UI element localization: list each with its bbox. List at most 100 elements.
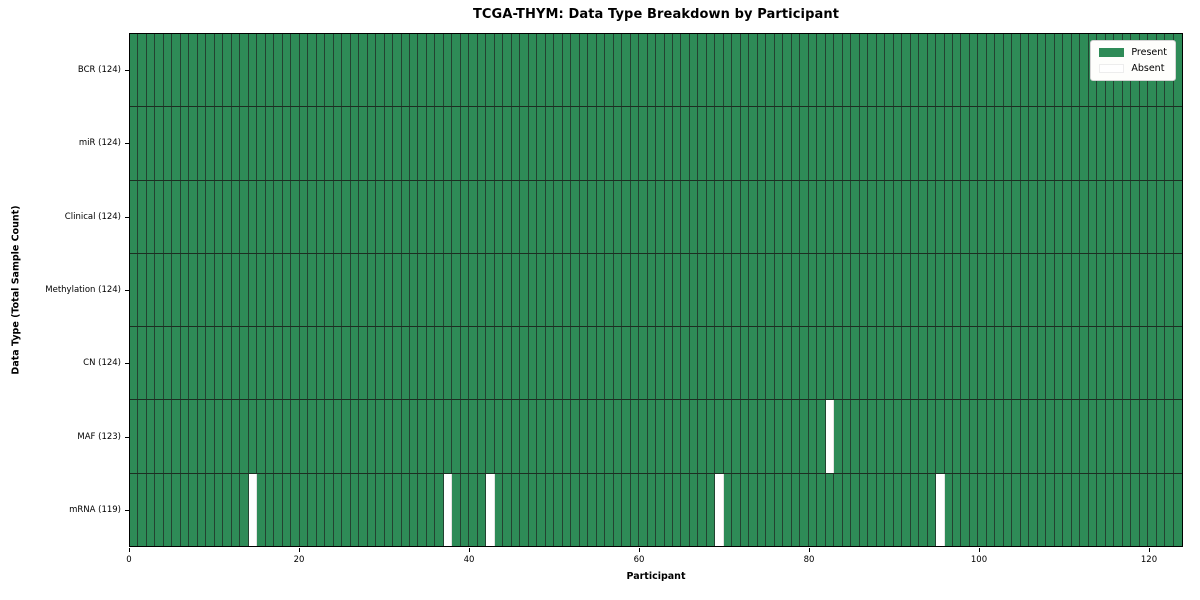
heatmap-cell-present <box>172 107 181 180</box>
heatmap-cell-present <box>571 180 580 253</box>
heatmap-cell-present <box>689 327 699 400</box>
heatmap-cell-present <box>978 180 987 253</box>
heatmap-cell-present <box>868 400 877 473</box>
x-tick-label: 60 <box>633 555 645 565</box>
heatmap-cell-present <box>418 473 427 546</box>
heatmap-cell-present <box>910 180 920 253</box>
heatmap-cell-present <box>1088 180 1098 253</box>
heatmap-cell-present <box>520 34 529 107</box>
heatmap-cell-present <box>435 180 444 253</box>
heatmap-cell-present <box>936 107 945 180</box>
heatmap-cell-present <box>791 180 801 253</box>
heatmap-cell-present <box>919 253 928 327</box>
heatmap-cell-present <box>944 107 953 180</box>
heatmap-cell-present <box>1114 400 1123 473</box>
heatmap-cell-present <box>1046 180 1055 253</box>
heatmap-cell-present <box>740 180 750 253</box>
heatmap-cell-present <box>494 34 504 107</box>
heatmap-cell-absent <box>248 473 258 546</box>
heatmap-cell-present <box>240 180 249 253</box>
heatmap-cell-present <box>1054 34 1064 107</box>
x-axis-label: Participant <box>626 571 686 582</box>
heatmap-cell-present <box>842 327 852 400</box>
heatmap-cell-present <box>1054 473 1064 546</box>
heatmap-cell-present <box>825 253 835 327</box>
heatmap-cell-present <box>180 400 190 473</box>
heatmap-cell-present <box>774 34 784 107</box>
heatmap-cell-present <box>986 180 996 253</box>
heatmap-cell-present <box>936 180 945 253</box>
heatmap-cell-present <box>978 253 987 327</box>
heatmap-cell-present <box>189 253 198 327</box>
heatmap-cell-present <box>715 400 724 473</box>
heatmap-cell-present <box>630 180 640 253</box>
heatmap-cell-present <box>155 34 164 107</box>
heatmap-cell-present <box>1071 253 1081 327</box>
heatmap-cell-present <box>834 180 843 253</box>
heatmap-cell-present <box>138 253 147 327</box>
heatmap-cell-present <box>902 34 911 107</box>
heatmap-cell-present <box>426 327 436 400</box>
heatmap-cell-present <box>130 180 139 253</box>
heatmap-cell-present <box>868 473 877 546</box>
heatmap-cell-present <box>766 180 775 253</box>
heatmap-cell-present <box>893 327 903 400</box>
heatmap-cell-present <box>571 400 580 473</box>
heatmap-cell-present <box>443 400 453 473</box>
heatmap-cell-present <box>1063 473 1072 546</box>
heatmap-row-bcr <box>130 34 1182 108</box>
heatmap-cell-present <box>214 107 224 180</box>
heatmap-cell-present <box>477 473 487 546</box>
heatmap-cell-present <box>223 327 232 400</box>
heatmap-cell-present <box>223 180 232 253</box>
y-tick-label: miR (124) <box>78 138 121 149</box>
heatmap-cell-present <box>308 473 317 546</box>
heatmap-cell-present <box>342 34 351 107</box>
heatmap-cell-absent <box>936 473 945 546</box>
legend-entry-absent: Absent <box>1099 63 1167 74</box>
heatmap-cell-present <box>732 327 741 400</box>
heatmap-cell-present <box>1173 253 1182 327</box>
heatmap-plot <box>129 33 1183 547</box>
heatmap-cell-present <box>1080 400 1089 473</box>
heatmap-cell-present <box>359 34 368 107</box>
heatmap-cell-present <box>723 327 733 400</box>
heatmap-cell-present <box>528 253 538 327</box>
heatmap-cell-present <box>503 253 512 327</box>
heatmap-cell-present <box>571 327 580 400</box>
heatmap-cell-present <box>1037 253 1047 327</box>
heatmap-cell-present <box>503 180 512 253</box>
heatmap-cell-present <box>817 327 826 400</box>
heatmap-cell-present <box>1088 400 1098 473</box>
heatmap-cell-present <box>1037 180 1047 253</box>
heatmap-cell-present <box>554 34 563 107</box>
heatmap-cell-present <box>698 327 707 400</box>
heatmap-cell-present <box>969 34 979 107</box>
heatmap-cell-present <box>265 253 275 327</box>
heatmap-cell-present <box>859 327 869 400</box>
heatmap-cell-present <box>893 107 903 180</box>
heatmap-cell-present <box>885 107 894 180</box>
heatmap-cell-present <box>1046 400 1055 473</box>
heatmap-cell-present <box>554 327 563 400</box>
heatmap-cell-present <box>257 180 266 253</box>
heatmap-cell-present <box>639 400 648 473</box>
heatmap-cell-present <box>503 107 512 180</box>
heatmap-cell-present <box>656 180 665 253</box>
heatmap-cell-present <box>1063 253 1072 327</box>
heatmap-cell-present <box>571 107 580 180</box>
heatmap-cell-present <box>757 327 767 400</box>
heatmap-cell-present <box>291 180 300 253</box>
heatmap-cell-present <box>282 253 292 327</box>
heatmap-cell-present <box>291 107 300 180</box>
heatmap-cell-present <box>520 400 529 473</box>
heatmap-cell-present <box>1105 180 1115 253</box>
heatmap-cell-present <box>995 253 1004 327</box>
heatmap-cell-present <box>1080 34 1089 107</box>
heatmap-cell-present <box>706 473 716 546</box>
heatmap-cell-present <box>885 34 894 107</box>
heatmap-cell-present <box>257 400 266 473</box>
heatmap-cell-present <box>766 253 775 327</box>
heatmap-cell-present <box>265 34 275 107</box>
heatmap-cell-present <box>969 107 979 180</box>
